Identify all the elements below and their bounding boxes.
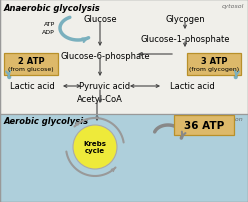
Text: Krebs
cycle: Krebs cycle [84, 141, 106, 154]
Text: ADP: ADP [42, 29, 55, 34]
Bar [0, 114, 248, 202]
Circle shape [73, 125, 117, 169]
Text: Anaerobic glycolysis: Anaerobic glycolysis [4, 4, 101, 13]
Text: Aerobic glycolysis: Aerobic glycolysis [4, 116, 89, 125]
Text: Glucose: Glucose [83, 15, 117, 24]
Text: 2 ATP: 2 ATP [18, 56, 44, 65]
Bar [0, 0, 248, 114]
Text: (from glycogen): (from glycogen) [189, 67, 239, 72]
Text: Glucose-6-phosphate: Glucose-6-phosphate [60, 52, 150, 61]
Text: Glycogen: Glycogen [165, 15, 205, 24]
Text: Pyruvic acid: Pyruvic acid [79, 82, 130, 90]
Text: mitochondrion: mitochondrion [198, 116, 244, 121]
Text: (from glucose): (from glucose) [8, 67, 54, 72]
FancyBboxPatch shape [4, 54, 58, 76]
Text: 36 ATP: 36 ATP [184, 120, 224, 130]
Text: Glucose-1-phosphate: Glucose-1-phosphate [140, 35, 230, 44]
Text: 3 ATP: 3 ATP [201, 56, 227, 65]
Text: Lactic acid: Lactic acid [10, 82, 54, 90]
Text: Acetyl-CoA: Acetyl-CoA [77, 95, 123, 103]
FancyBboxPatch shape [187, 54, 241, 76]
Text: ATP: ATP [44, 21, 55, 26]
Text: cytosol: cytosol [222, 4, 244, 9]
FancyBboxPatch shape [174, 115, 234, 135]
Text: Lactic acid: Lactic acid [170, 82, 214, 90]
